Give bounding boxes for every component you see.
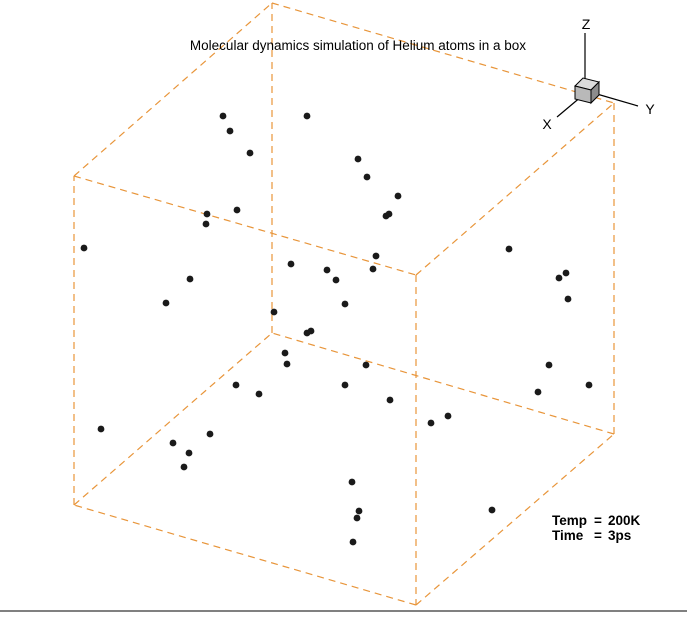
helium-atom <box>180 463 188 471</box>
helium-atom <box>427 419 435 427</box>
box-edge <box>73 504 417 606</box>
helium-atom <box>283 360 291 368</box>
helium-atom <box>545 361 553 369</box>
helium-atom <box>562 269 570 277</box>
helium-atom <box>348 478 356 486</box>
helium-atom <box>349 538 357 546</box>
helium-atom <box>169 439 177 447</box>
status-annotation: Temp = 200K Time = 3ps <box>552 513 641 543</box>
helium-atom <box>246 149 254 157</box>
box-edge <box>415 433 615 606</box>
helium-atom <box>287 260 295 268</box>
helium-atom <box>564 295 572 303</box>
helium-atom <box>97 425 105 433</box>
helium-atom <box>233 206 241 214</box>
helium-atom <box>363 173 371 181</box>
plot-title: Molecular dynamics simulation of Helium … <box>190 38 526 53</box>
helium-atoms <box>80 112 593 546</box>
helium-atom <box>303 329 311 337</box>
box-edge <box>73 175 417 276</box>
helium-atom <box>303 112 311 120</box>
helium-atom <box>186 275 194 283</box>
helium-atom <box>323 266 331 274</box>
box-edge <box>73 2 273 177</box>
box-edge <box>271 332 615 435</box>
axis-triad-icon: Z Y X <box>542 16 655 132</box>
helium-atom <box>362 361 370 369</box>
helium-atom <box>382 212 390 220</box>
helium-atom <box>488 506 496 514</box>
helium-atom <box>353 514 361 522</box>
helium-atom <box>255 390 263 398</box>
helium-atom <box>281 349 289 357</box>
box-edge <box>271 2 615 104</box>
helium-atom <box>355 507 363 515</box>
helium-atom <box>232 381 240 389</box>
helium-atom <box>369 265 377 273</box>
helium-atom <box>372 252 380 260</box>
helium-atom <box>555 274 563 282</box>
helium-atom <box>219 112 227 120</box>
time-equals: = <box>594 528 602 543</box>
helium-atom <box>505 245 513 253</box>
helium-atom <box>341 381 349 389</box>
box-edge <box>73 332 273 506</box>
helium-atom <box>534 388 542 396</box>
helium-atom <box>332 276 340 284</box>
helium-atom <box>270 308 278 316</box>
triad-cube-side <box>590 80 600 105</box>
box-edge <box>415 102 615 276</box>
helium-atom <box>80 244 88 252</box>
helium-atom <box>341 300 349 308</box>
helium-atom <box>386 396 394 404</box>
helium-atom <box>444 412 452 420</box>
simulation-box <box>73 2 615 606</box>
time-label: Time <box>552 528 584 543</box>
temp-label: Temp <box>552 513 587 528</box>
helium-atom <box>394 192 402 200</box>
time-value: 3ps <box>608 528 631 543</box>
helium-atom <box>585 381 593 389</box>
x-axis-label: X <box>542 116 552 132</box>
helium-atom <box>226 127 234 135</box>
helium-atom <box>162 299 170 307</box>
helium-atom <box>354 155 362 163</box>
y-axis-label: Y <box>645 101 655 117</box>
z-axis-label: Z <box>582 16 591 32</box>
helium-atom <box>203 210 211 218</box>
temp-value: 200K <box>608 513 641 528</box>
helium-atom <box>185 449 193 457</box>
temp-equals: = <box>594 513 602 528</box>
helium-atom <box>206 430 214 438</box>
helium-atom <box>202 220 210 228</box>
